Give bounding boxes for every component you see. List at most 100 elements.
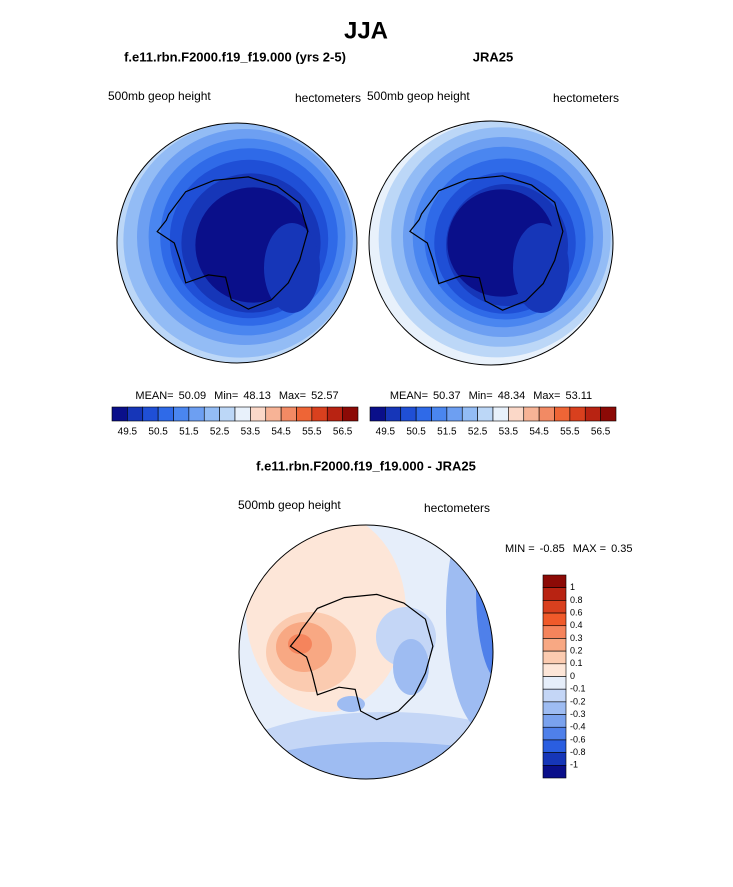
colorbar-label: -0.4 bbox=[570, 722, 586, 732]
stat-label: MIN = bbox=[505, 543, 535, 555]
colorbar-label: 52.5 bbox=[468, 427, 488, 438]
colorbar-label: -0.3 bbox=[570, 709, 586, 719]
colorbar-box bbox=[157, 406, 174, 422]
colorbar-label: 0.2 bbox=[570, 646, 583, 656]
colorbar-box bbox=[492, 406, 509, 422]
colorbar-box bbox=[203, 406, 220, 422]
stat-value: 0.35 bbox=[611, 543, 632, 555]
colorbar-label: 52.5 bbox=[210, 427, 230, 438]
contour-band bbox=[239, 742, 493, 779]
colorbar-box bbox=[542, 726, 567, 741]
colorbar-box bbox=[523, 406, 540, 422]
stat-label: Min= bbox=[214, 390, 238, 402]
colorbar-label: 51.5 bbox=[179, 427, 199, 438]
colorbar-label: -0.8 bbox=[570, 747, 586, 757]
stat-value: 50.37 bbox=[433, 390, 461, 402]
stat-value: 52.57 bbox=[311, 390, 339, 402]
colorbar-label: 56.5 bbox=[333, 427, 353, 438]
diff-title: f.e11.rbn.F2000.f19_f19.000 - JRA25 bbox=[256, 458, 476, 473]
colorbar-box bbox=[542, 650, 567, 665]
stat-value: 48.34 bbox=[498, 390, 526, 402]
colorbar-box bbox=[127, 406, 144, 422]
colorbar-label: 0.6 bbox=[570, 607, 583, 617]
contour-band bbox=[513, 223, 569, 313]
polar-map bbox=[116, 122, 358, 364]
colorbar-box bbox=[538, 406, 555, 422]
stat-value: -0.85 bbox=[540, 543, 565, 555]
stat-label: Max= bbox=[533, 390, 560, 402]
colorbar-box bbox=[542, 676, 567, 690]
colorbar-box bbox=[342, 406, 359, 422]
colorbar-box bbox=[400, 406, 417, 422]
field-label: 500mb geop height bbox=[367, 89, 470, 103]
colorbar-box bbox=[542, 625, 567, 639]
colorbar-label: 50.5 bbox=[148, 427, 168, 438]
stats: MEAN= 50.37 Min= 48.34 Max= 53.11 bbox=[390, 390, 592, 402]
colorbar-box bbox=[250, 406, 267, 422]
units-label: hectometers bbox=[424, 501, 490, 515]
colorbar-label: 51.5 bbox=[437, 427, 457, 438]
colorbar-box bbox=[188, 406, 205, 422]
colorbar-box bbox=[542, 752, 567, 766]
colorbar-box bbox=[111, 406, 128, 422]
field-label: 500mb geop height bbox=[238, 498, 341, 512]
colorbar-label: 49.5 bbox=[376, 427, 396, 438]
colorbar-box bbox=[265, 406, 282, 422]
colorbar-box bbox=[461, 406, 478, 422]
colorbar-label: 0.3 bbox=[570, 633, 583, 643]
panel-title: JRA25 bbox=[473, 49, 513, 64]
stat-label: MEAN= bbox=[390, 390, 428, 402]
colorbar-box bbox=[326, 406, 343, 422]
colorbar-label: 54.5 bbox=[529, 427, 549, 438]
colorbar-box bbox=[542, 663, 567, 677]
stat-value: 50.09 bbox=[179, 390, 207, 402]
colorbar-label: 1 bbox=[570, 582, 575, 592]
colorbar-label: 53.5 bbox=[241, 427, 261, 438]
colorbar-label: 55.5 bbox=[302, 427, 322, 438]
colorbar-label: 0.8 bbox=[570, 595, 583, 605]
contour-band bbox=[476, 525, 493, 682]
stats: MEAN= 50.09 Min= 48.13 Max= 52.57 bbox=[135, 390, 338, 402]
contours bbox=[117, 123, 357, 363]
colorbar-box bbox=[542, 638, 567, 652]
colorbar-box bbox=[569, 406, 586, 422]
colorbar-label: 53.5 bbox=[499, 427, 519, 438]
units-label: hectometers bbox=[553, 91, 619, 105]
colorbar-label: -0.6 bbox=[570, 734, 586, 744]
panel-title: f.e11.rbn.F2000.f19_f19.000 (yrs 2-5) bbox=[124, 49, 346, 64]
stat-label: Min= bbox=[469, 390, 493, 402]
colorbar-label: 50.5 bbox=[406, 427, 426, 438]
colorbar-box bbox=[584, 406, 601, 422]
coastline bbox=[289, 593, 434, 721]
colorbar-box bbox=[542, 612, 567, 627]
colorbar-box bbox=[542, 739, 567, 753]
colorbar-box bbox=[431, 406, 448, 422]
contour-band bbox=[393, 639, 429, 695]
colorbar-label: 49.5 bbox=[118, 427, 138, 438]
colorbar-box bbox=[477, 406, 494, 422]
stat-label: Max= bbox=[279, 390, 306, 402]
stats: MIN = -0.85 MAX = 0.35 bbox=[505, 543, 632, 555]
colorbar-box bbox=[385, 406, 402, 422]
colorbar-box bbox=[219, 406, 236, 422]
contours bbox=[369, 121, 613, 365]
colorbar-box bbox=[311, 406, 328, 422]
colorbar-label: 0 bbox=[570, 671, 575, 681]
contour-band bbox=[264, 223, 320, 313]
coastline bbox=[156, 176, 309, 310]
stat-label: MEAN= bbox=[135, 390, 173, 402]
colorbar-box bbox=[542, 587, 567, 601]
colorbar-box bbox=[542, 765, 567, 779]
colorbar-box bbox=[415, 406, 432, 422]
colorbar-box bbox=[296, 406, 313, 422]
colorbar-label: 54.5 bbox=[271, 427, 291, 438]
colorbar-box bbox=[554, 406, 571, 422]
colorbar-label: 0.1 bbox=[570, 658, 583, 668]
colorbar-box bbox=[446, 406, 463, 422]
title: JJA bbox=[344, 17, 388, 44]
colorbar-box bbox=[600, 406, 617, 422]
stat-label: MAX = bbox=[573, 543, 606, 555]
colorbar-label: -0.1 bbox=[570, 684, 586, 694]
field-label: 500mb geop height bbox=[108, 89, 211, 103]
